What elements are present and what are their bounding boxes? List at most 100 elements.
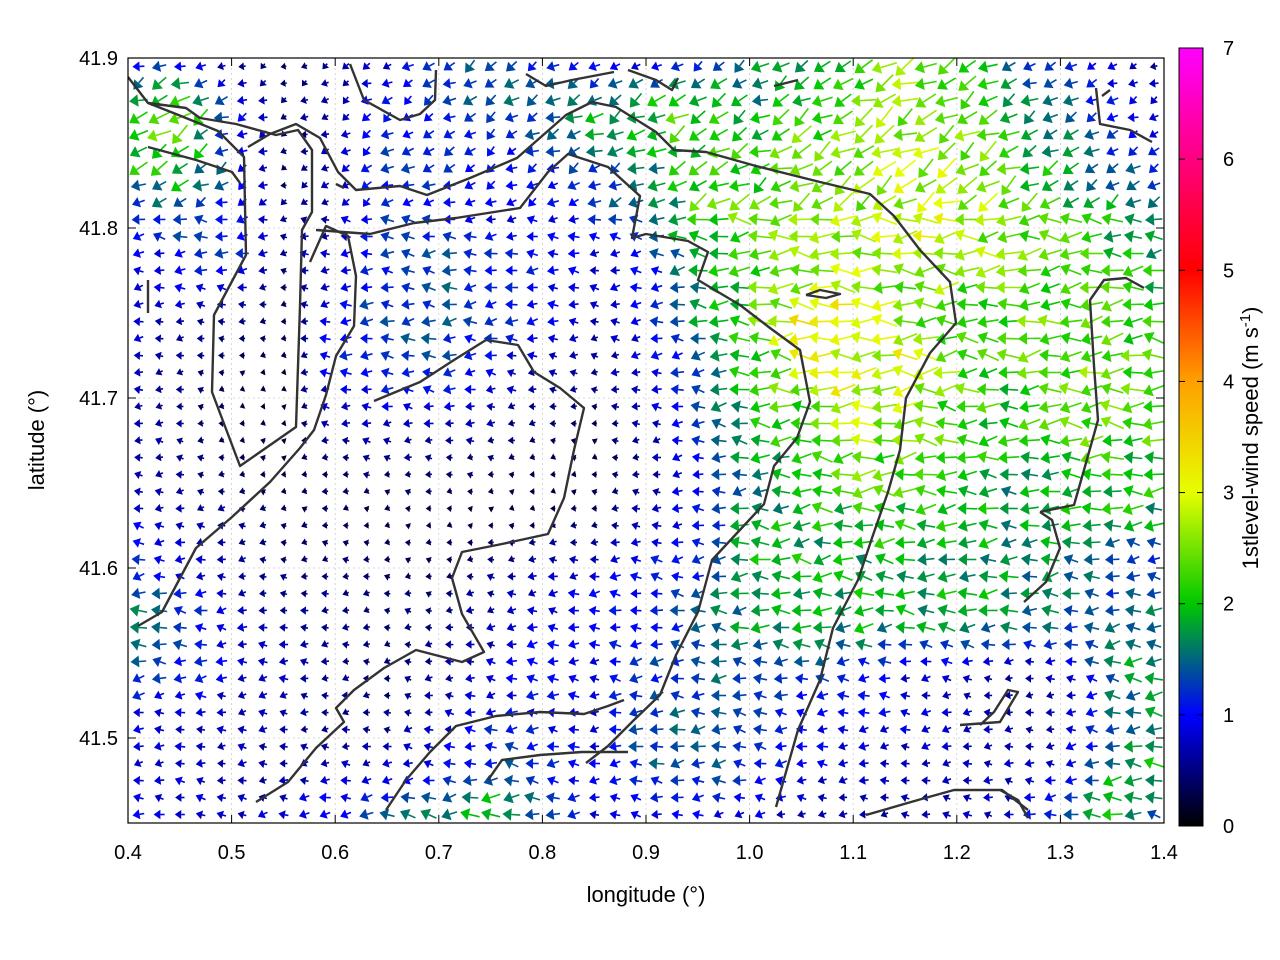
wind-arrow [747,229,773,243]
wind-arrow [361,775,372,785]
wind-arrow [729,366,750,378]
wind-arrow [567,180,581,190]
wind-arrow [363,606,370,613]
wind-arrow [1063,129,1079,140]
wind-arrow [362,589,370,597]
wind-arrow [342,556,350,564]
wind-arrow [363,197,371,207]
wind-arrow [175,793,185,802]
wind-arrow [363,487,370,494]
wind-arrow [871,212,898,226]
wind-arrow [400,809,416,821]
wind-arrow [670,673,684,684]
wind-arrow [1085,690,1098,700]
wind-arrow [1125,162,1141,174]
wind-arrow [809,297,836,310]
wind-arrow [442,333,456,344]
wind-arrow [258,640,268,650]
wind-arrow [152,214,166,225]
wind-arrow [1105,179,1120,191]
wind-arrow [133,299,144,309]
wind-arrow [341,198,350,206]
wind-arrow [362,658,370,666]
wind-arrow [792,519,811,532]
wind-arrow [258,673,268,682]
wind-arrow [384,573,391,581]
wind-arrow [1004,777,1013,786]
wind-arrow [217,759,226,768]
wind-arrow [526,316,539,326]
wind-arrow [813,60,831,73]
wind-arrow [257,657,268,667]
wind-arrow [153,282,165,293]
wind-arrow [875,106,894,129]
wind-arrow [812,160,833,176]
wind-arrow [507,402,516,410]
wind-arrow [404,488,411,496]
wind-arrow [380,367,394,378]
wind-arrow [775,75,788,92]
wind-arrow [444,419,454,428]
wind-arrow [193,605,208,616]
wind-arrow [567,759,580,769]
wind-arrow [402,758,413,768]
wind-arrow [665,112,690,125]
wind-arrow [1038,229,1062,242]
wind-arrow [934,112,959,125]
wind-arrow [505,673,518,684]
wind-arrow [525,724,539,735]
wind-arrow [768,248,794,261]
wind-arrow [900,673,910,683]
wind-arrow [1125,622,1141,634]
wind-arrow [920,656,932,667]
wind-arrow [281,404,287,411]
wind-arrow [1122,247,1144,260]
wind-arrow [751,519,770,531]
wind-arrow [669,298,685,311]
wind-arrow [831,484,855,498]
wind-arrow [464,707,476,718]
wind-arrow [1087,61,1097,70]
wind-arrow [710,400,727,413]
wind-arrow [195,742,206,752]
wind-arrow [548,556,557,564]
wind-arrow [792,503,811,515]
wind-arrow [589,317,599,326]
wind-arrow [978,519,998,532]
wind-arrow [173,588,187,599]
wind-arrow [403,743,413,752]
wind-arrow [363,522,370,529]
wind-arrow [1003,758,1014,768]
wind-arrow [935,349,958,363]
wind-arrow [957,111,978,125]
wind-arrow [611,437,619,445]
wind-arrow [464,214,476,224]
wind-arrow [320,164,330,172]
wind-arrow [750,434,770,447]
wind-arrow [218,385,225,392]
wind-arrow [751,502,769,515]
wind-arrow [588,792,600,803]
wind-arrow [730,553,749,566]
wind-arrow [485,214,496,224]
wind-arrow [690,723,706,735]
wind-arrow [281,164,288,171]
wind-arrow [975,264,1001,278]
wind-arrow [152,656,167,667]
wind-arrow [858,758,869,768]
wind-arrow [607,145,624,158]
wind-arrow [921,691,931,700]
wind-arrow [258,623,268,632]
wind-arrow [771,553,791,566]
wind-arrow [689,740,706,753]
wind-arrow [382,418,392,427]
y-tick-label: 41.8 [79,218,118,240]
wind-arrow [608,724,622,735]
wind-arrow [627,179,644,192]
wind-arrow [341,419,351,428]
wind-arrow [976,180,1000,193]
wind-arrow [1143,332,1164,344]
wind-arrow [771,60,790,73]
wind-arrow [730,417,748,430]
wind-arrow [1063,639,1078,651]
